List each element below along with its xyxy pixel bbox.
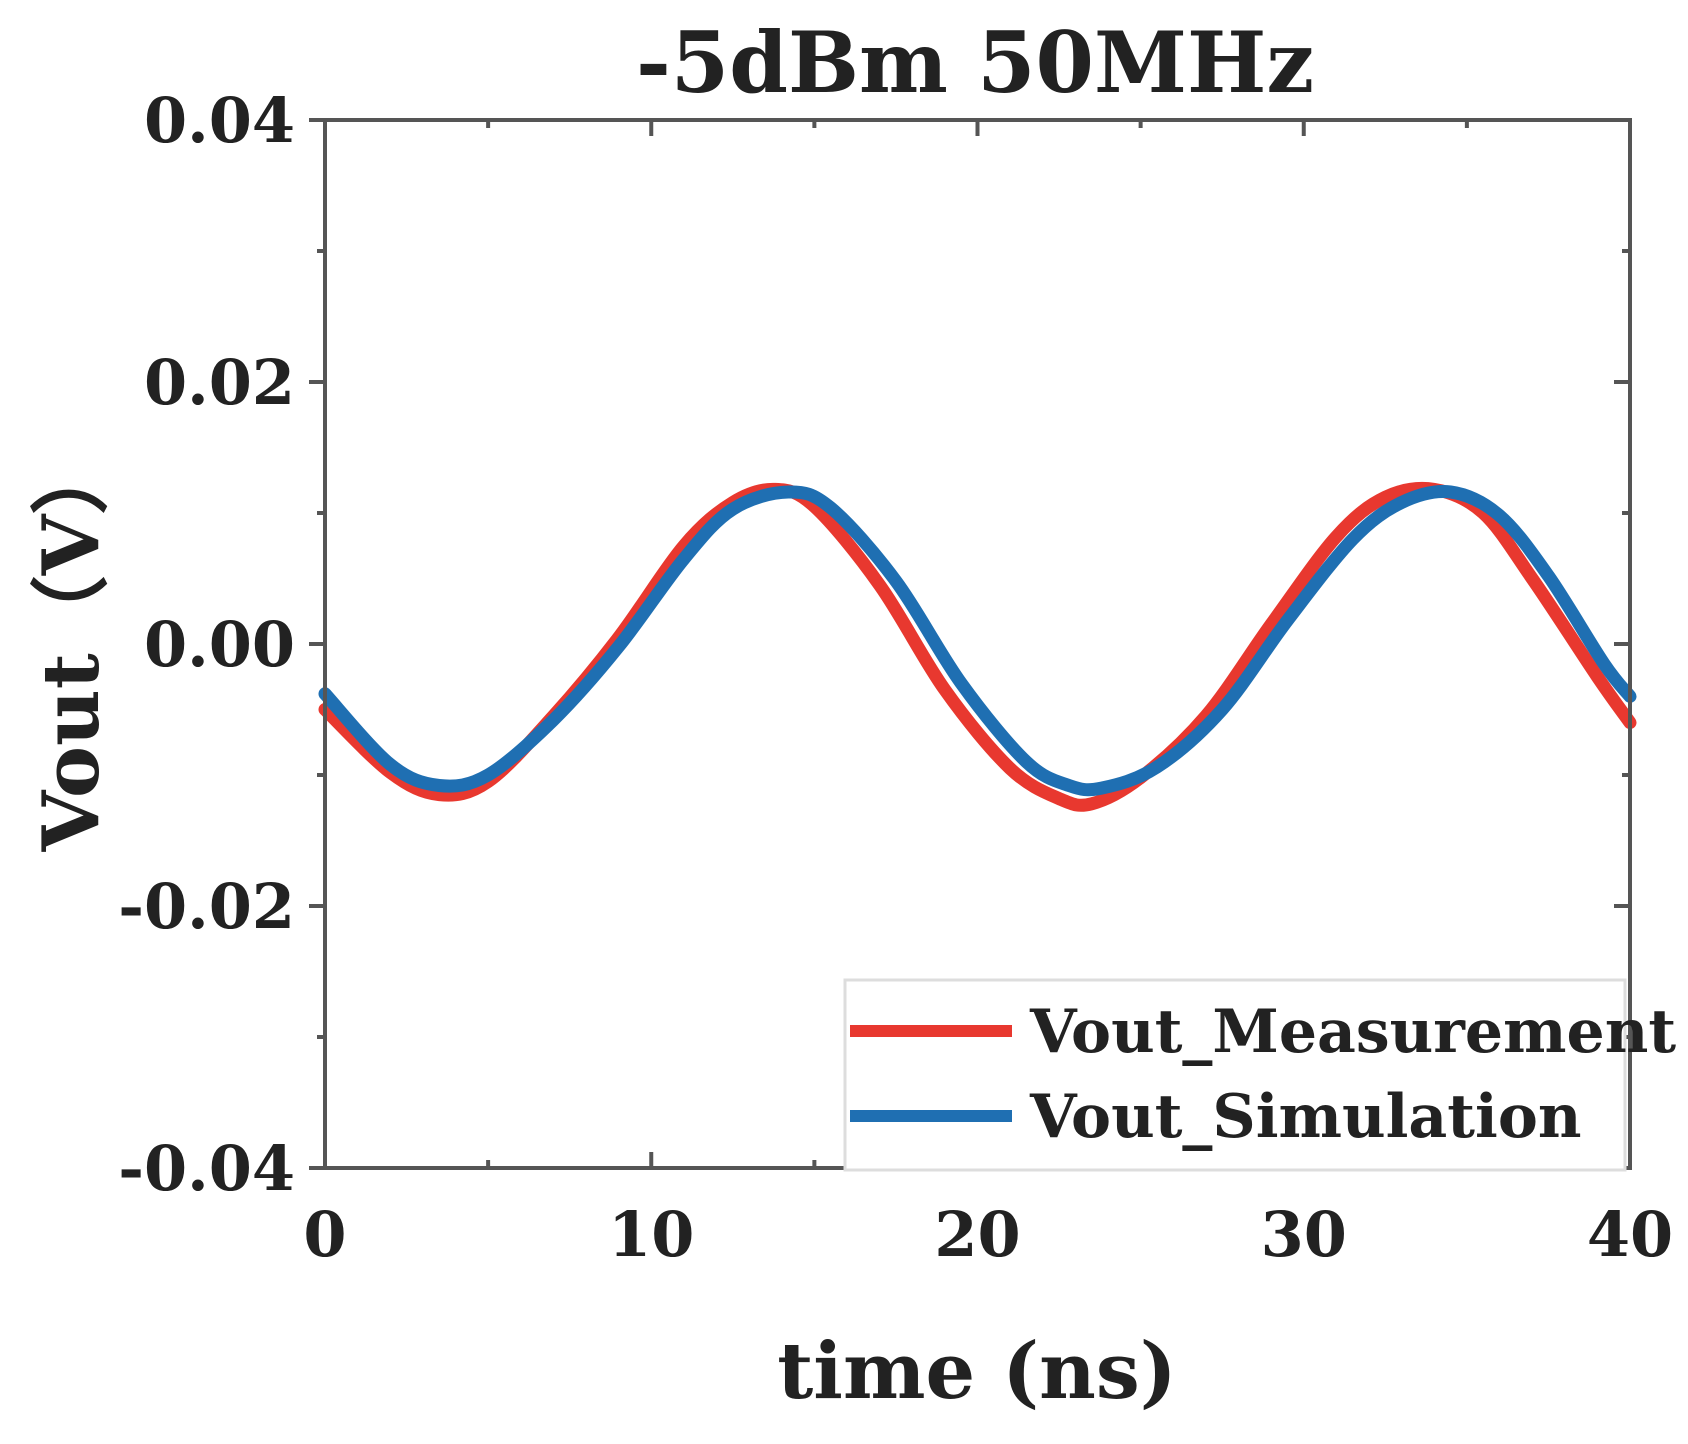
y-axis-label: Vout（V） — [26, 437, 117, 853]
legend-label-simulation: Vout_Simulation — [1029, 1082, 1581, 1152]
y-tick-label: 0.00 — [144, 608, 295, 681]
x-tick-label: 30 — [1261, 1198, 1347, 1271]
y-tick-label: -0.02 — [118, 870, 295, 943]
x-tick-label: 10 — [608, 1198, 694, 1271]
chart-title: -5dBm 50MHz — [636, 13, 1314, 112]
legend: Vout_Measurement Vout_Simulation — [843, 978, 1676, 1172]
legend-label-measurement: Vout_Measurement — [1029, 997, 1676, 1067]
y-tick-label: -0.04 — [118, 1132, 295, 1205]
x-axis-label: time (ns) — [777, 1326, 1176, 1417]
legend-box — [843, 978, 1627, 1172]
y-tick-label: 0.02 — [144, 346, 295, 419]
x-tick-label: 40 — [1587, 1198, 1673, 1271]
y-tick-label: 0.04 — [144, 84, 295, 157]
ticks-layer: 0 10 20 30 40 0.04 0.02 0.00 -0.02 -0.04 — [118, 84, 1673, 1271]
x-tick-label: 20 — [934, 1198, 1020, 1271]
x-tick-label: 0 — [303, 1198, 346, 1271]
series-line-vout-simulation — [318, 485, 1637, 797]
series-layer — [318, 481, 1637, 812]
